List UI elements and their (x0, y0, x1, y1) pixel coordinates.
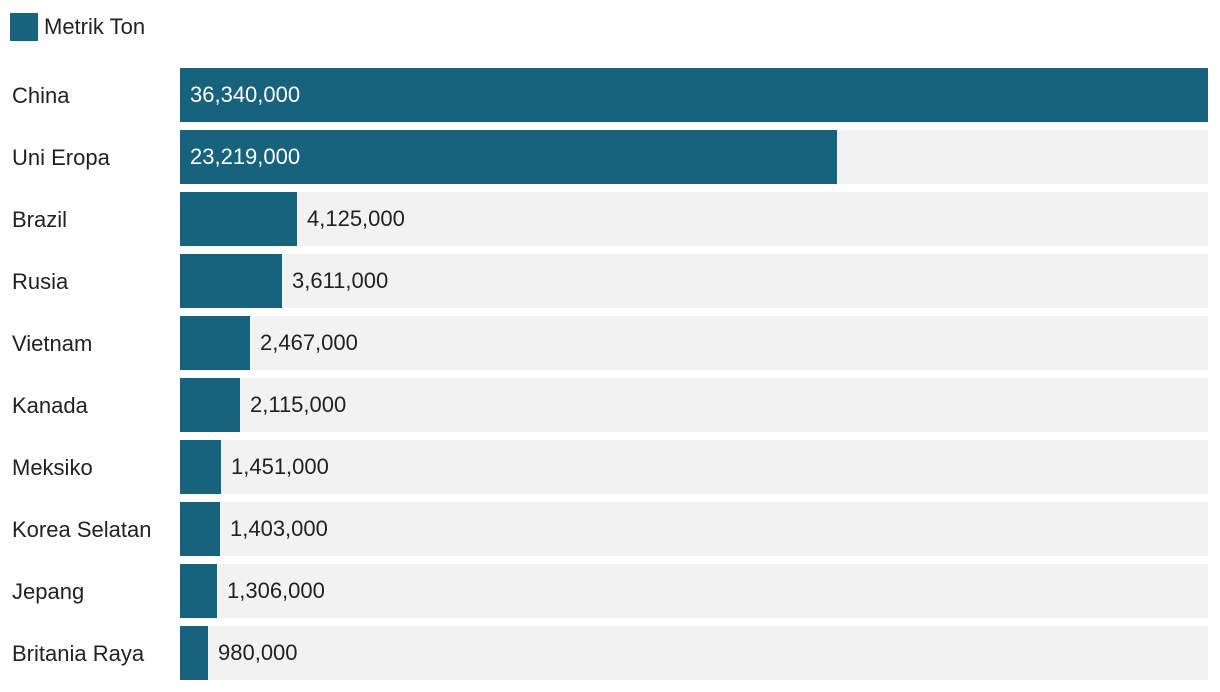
category-label: Vietnam (12, 331, 93, 356)
bar-value-label: 4,125,000 (307, 206, 405, 231)
bar-track: 980,000 (180, 626, 1208, 680)
bar-value-label: 36,340,000 (190, 82, 301, 107)
category-label: Jepang (12, 579, 85, 604)
bar-track: 36,340,000 (180, 68, 1208, 122)
bar (180, 378, 240, 432)
bar-value-label: 2,467,000 (260, 330, 358, 355)
category-label: Brazil (12, 207, 68, 232)
bar-track: 2,115,000 (180, 378, 1208, 432)
bar (180, 564, 217, 618)
category-label: Korea Selatan (12, 517, 152, 542)
bar-track: 1,306,000 (180, 564, 1208, 618)
category-label: China (12, 83, 70, 108)
bar-value-label: 1,451,000 (231, 454, 329, 479)
bar-track: 1,451,000 (180, 440, 1208, 494)
category-label: Kanada (12, 393, 88, 418)
legend-label: Metrik Ton (44, 14, 146, 39)
bar-track: 4,125,000 (180, 192, 1208, 246)
bar-track: 23,219,000 (180, 130, 1208, 184)
bar-track: 1,403,000 (180, 502, 1208, 556)
bar (180, 440, 221, 494)
bar (180, 254, 282, 308)
bar-value-label: 1,403,000 (230, 516, 328, 541)
bar-value-label: 2,115,000 (250, 392, 347, 417)
category-label: Meksiko (12, 455, 93, 480)
bar-track: 2,467,000 (180, 316, 1208, 370)
legend: Metrik Ton (10, 12, 145, 42)
bar (180, 130, 837, 184)
bar-value-label: 3,611,000 (292, 268, 389, 293)
category-label: Britania Raya (12, 641, 145, 666)
legend-swatch (10, 13, 38, 41)
bar (180, 316, 250, 370)
bar-value-label: 1,306,000 (227, 578, 325, 603)
bar (180, 68, 1208, 122)
category-label: Rusia (12, 269, 69, 294)
bar (180, 502, 220, 556)
bar (180, 626, 208, 680)
category-label: Uni Eropa (12, 145, 110, 170)
bar (180, 192, 297, 246)
bar-value-label: 23,219,000 (190, 144, 301, 169)
bar-track: 3,611,000 (180, 254, 1208, 308)
bar-value-label: 980,000 (218, 640, 298, 665)
